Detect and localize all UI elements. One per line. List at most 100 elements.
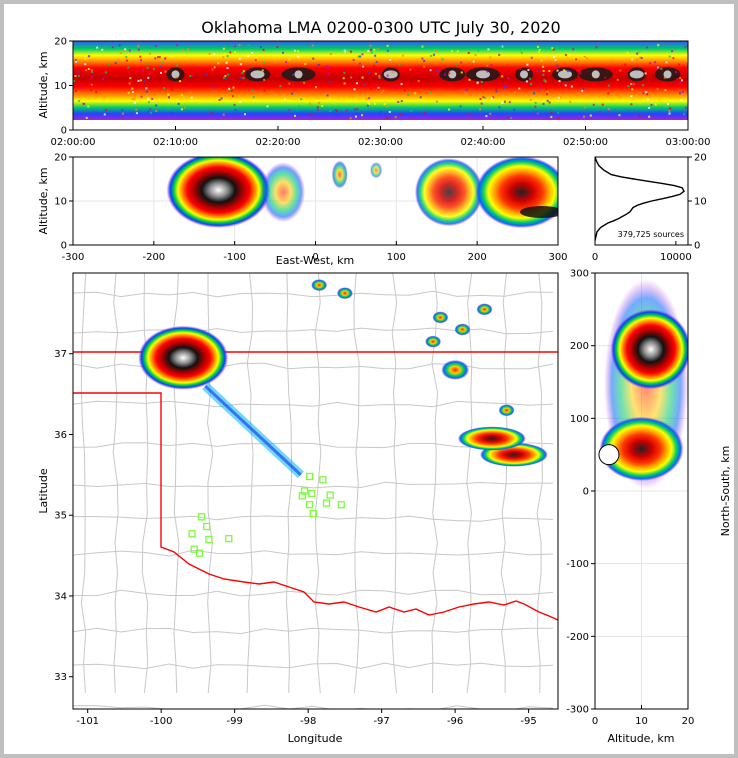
band-speckle [503,86,506,89]
y-tick-label: -200 [566,632,589,643]
time-altitude-density-cells [73,44,688,120]
x-tick-label: 100 [387,252,406,263]
band-speckle [226,67,229,70]
ew-isolated-cell [331,160,348,189]
band-speckle [139,59,142,62]
y-tick-label: 0 [61,241,67,252]
band-speckle [492,96,495,99]
band-speckle [631,83,634,86]
band-speckle [361,53,364,56]
band-speckle [211,68,214,71]
band-speckle [102,78,105,81]
band-speckle [465,88,468,91]
band-speckle [367,71,370,74]
band-speckle [164,70,167,73]
band-speckle [141,66,144,69]
time-altitude-ylabel: Altitude, km [37,51,50,118]
band-speckle [361,114,364,117]
band-speckle [542,102,545,105]
band-speckle [526,63,529,66]
band-speckle [129,77,132,80]
x-tick-label: -96 [447,716,463,727]
y-tick-label: 35 [54,511,67,522]
x-tick-label: -95 [520,716,536,727]
band-speckle [533,92,536,95]
band-speckle [251,89,254,92]
lma-station-marker [319,476,327,484]
plan-view-map-panel: -101 -100 -99 -98 -97 -96 -95 33 34 35 36 37 Longit… [37,272,559,745]
band-speckle [304,62,307,65]
ew-storm-far-east [475,157,558,229]
band-speckle [349,50,352,53]
x-tick-label: -200 [142,252,165,263]
band-speckle [85,116,88,119]
band-speckle [564,84,567,87]
band-speckle [88,55,91,58]
band-speckle [368,102,371,105]
x-tick-label: 02:50:00 [563,137,608,148]
ew-altitude-ticks: -300 -200 -100 0 100 200 300 0 10 20 [54,153,567,264]
band-speckle [385,105,388,108]
county-line [466,273,473,694]
y-tick-label: 100 [570,414,589,425]
lma-station-marker [305,501,314,509]
band-speckle [434,101,437,104]
band-speckle [145,90,148,93]
band-speckle [569,100,572,103]
band-speckle [680,79,683,82]
band-speckle [121,112,124,115]
band-speckle [222,113,225,116]
band-speckle [534,105,537,108]
ew-storm-east [414,158,483,227]
band-speckle [546,99,549,102]
band-speckle [350,72,353,75]
band-speckle [572,48,575,51]
band-core-peak [294,70,303,79]
band-speckle [679,76,682,79]
band-speckle [246,55,249,58]
band-speckle [378,76,381,79]
band-speckle [648,115,651,118]
x-tick-label: 0 [592,252,598,263]
band-speckle [131,98,134,101]
band-speckle [409,68,412,71]
band-speckle [368,97,371,100]
band-speckle [525,80,528,83]
band-speckle [581,89,584,92]
lma-station-marker [197,513,206,521]
band-speckle [647,98,650,101]
band-speckle [266,105,269,108]
x-tick-label: -100 [223,252,246,263]
band-speckle [377,86,380,89]
band-speckle [607,109,610,112]
band-speckle [252,96,255,99]
county-line [73,704,554,709]
band-speckle [149,111,152,114]
lma-station-marker [300,487,309,495]
band-speckle [479,108,482,111]
band-speckle [429,69,432,72]
band-speckle [589,114,592,117]
band-speckle [263,89,266,92]
band-speckle [660,68,663,71]
band-speckle [546,91,549,94]
band-speckle [518,67,521,70]
band-speckle [361,76,364,79]
band-speckle [159,65,162,68]
band-speckle [543,79,546,82]
band-speckle [378,75,381,78]
band-speckle [430,54,433,57]
band-speckle [84,57,87,60]
county-line [536,273,543,694]
band-speckle [563,69,566,72]
band-speckle [355,82,358,85]
map-storm-high [457,426,526,451]
band-speckle [558,96,561,99]
band-speckle [242,77,245,80]
x-tick-label: 02:20:00 [256,137,301,148]
county-line [353,273,360,694]
band-speckle [279,85,282,88]
band-speckle [370,51,373,54]
lma-stations [188,472,345,557]
